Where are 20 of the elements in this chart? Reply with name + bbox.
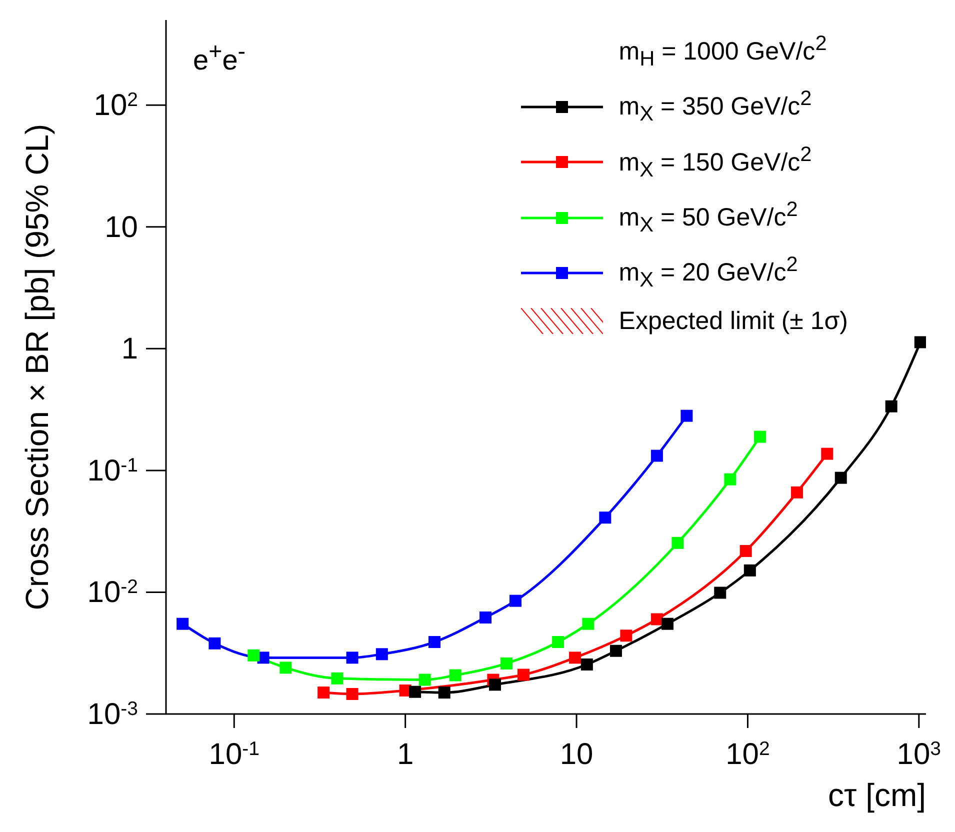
y-tick-label: 10$^{-2}$ [87, 576, 138, 610]
y-tick-label: 1 [121, 332, 138, 366]
legend-title: m$_{H}$ = 1000 GeV/c$^{2}$ [618, 31, 828, 72]
legend-label: m$_{X}$ = 20 GeV/c$^{2}$ [618, 252, 798, 294]
y-tick-label: 10$^{2}$ [94, 89, 138, 122]
y-tick-label: 10$^{-1}$ [87, 454, 138, 488]
x-tick-label: 1 [396, 738, 414, 771]
x-tick-label: 10 [560, 738, 594, 771]
x-tick-label: 10$^{3}$ [896, 738, 942, 771]
x-axis-title: cτ [cm] [828, 777, 926, 813]
legend-label: m$_{X}$ = 50 GeV/c$^{2}$ [618, 196, 798, 238]
legend-label: m$_{X}$ = 350 GeV/c$^{2}$ [618, 86, 812, 128]
y-axis-title: Cross Section × BR [pb] (95% CL) [19, 124, 55, 610]
annotation: Expected limit (± 1σ) [618, 306, 848, 337]
annotation: e$^{+}$e$^{-}$ [193, 38, 246, 76]
x-tick-label: 10$^{2}$ [726, 738, 770, 771]
y-tick-label: 10 [104, 210, 138, 244]
x-tick-label: 10$^{-1}$ [208, 738, 260, 771]
legend-label: m$_{X}$ = 150 GeV/c$^{2}$ [618, 142, 812, 183]
y-tick-label: 10$^{-3}$ [87, 698, 138, 731]
